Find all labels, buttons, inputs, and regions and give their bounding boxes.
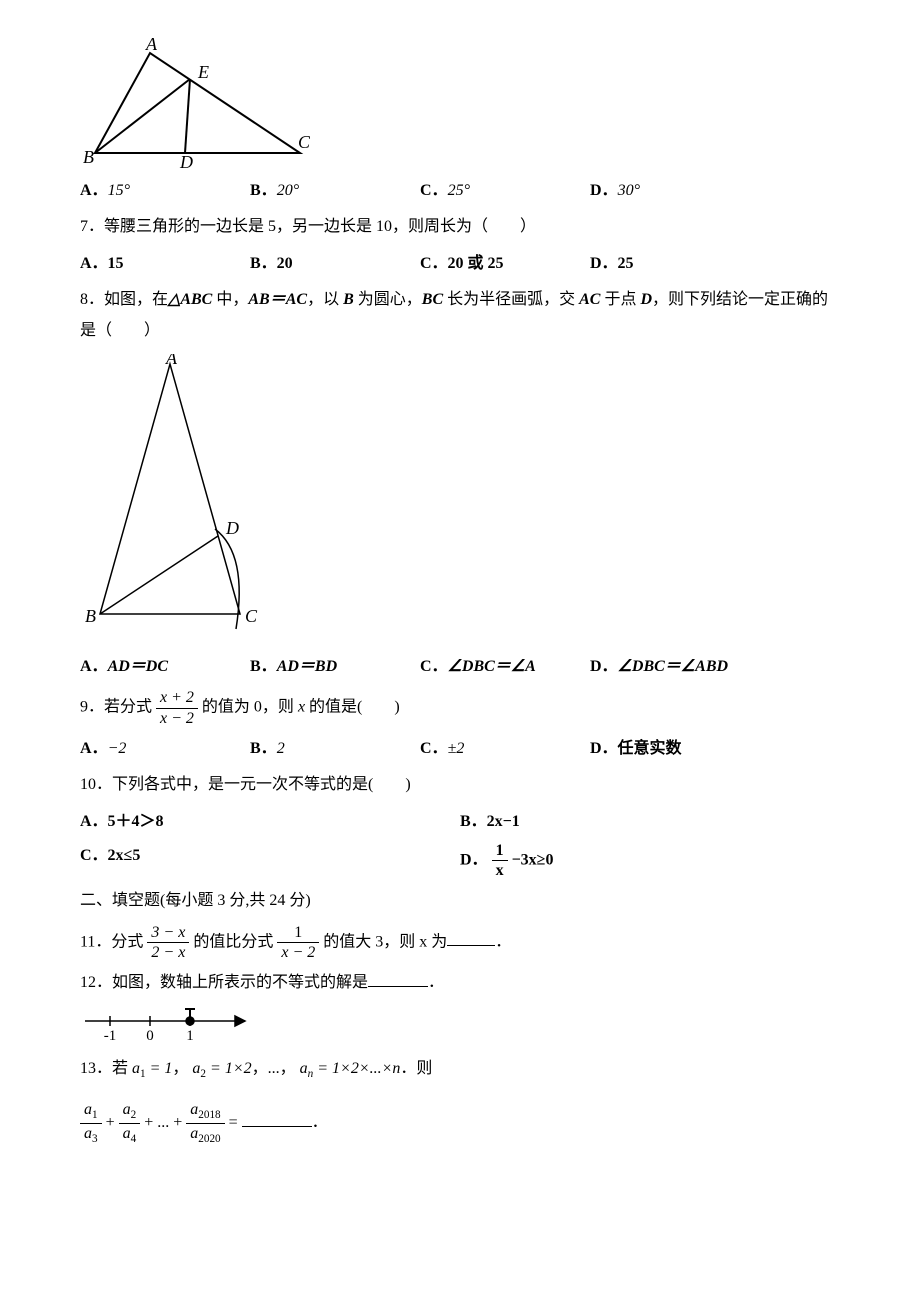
q7-opt-A: A．15 xyxy=(80,249,250,279)
q6-label-D: D xyxy=(179,152,193,168)
q9-opt-C: C．±2 xyxy=(420,734,590,764)
q10-opt-B: B．2x−1 xyxy=(460,807,840,837)
q9-fraction: x + 2 x − 2 xyxy=(156,688,198,727)
q12-tick-m1: -1 xyxy=(104,1028,117,1044)
q13-stem-line2: a1 a3 + a2 a4 + ... + a2018 a2020 = ． xyxy=(80,1100,840,1146)
q9-options: A．−2 B．2 C．±2 D．任意实数 xyxy=(80,734,840,764)
q11-fraction-1: 3 − x 2 − x xyxy=(147,923,189,962)
q8-opt-C: C．∠DBC＝∠A xyxy=(420,652,590,682)
q6-label-E: E xyxy=(197,62,209,82)
q12-tick-0: 0 xyxy=(146,1028,154,1044)
q7-options: A．15 B．20 C．20 或 25 D．25 xyxy=(80,249,840,279)
q12-number-line: -1 0 1 xyxy=(80,1006,260,1046)
q11-blank xyxy=(447,929,495,946)
q12-stem: 12．如图，数轴上所表示的不等式的解是． xyxy=(80,968,840,998)
q8-label-D: D xyxy=(225,518,239,538)
q6-opt-D: D．30° xyxy=(590,176,760,206)
q6-label-A: A xyxy=(145,38,158,54)
q6-opt-A: A．15° xyxy=(80,176,250,206)
q6-label-B: B xyxy=(83,147,94,167)
q9-opt-B: B．2 xyxy=(250,734,420,764)
q8-label-A: A xyxy=(165,354,178,368)
q13-frac-2: a2 a4 xyxy=(119,1100,141,1146)
q6-opt-B: B．20° xyxy=(250,176,420,206)
q13-stem-line1: 13．若 a1 = 1， a2 = 1×2，...， an = 1×2×...×… xyxy=(80,1054,840,1085)
q12-blank xyxy=(368,970,428,987)
q7-opt-C: C．20 或 25 xyxy=(420,249,590,279)
section2-header: 二、填空题(每小题 3 分,共 24 分) xyxy=(80,886,840,916)
q11-fraction-2: 1 x − 2 xyxy=(277,923,319,962)
q10-stem: 10．下列各式中，是一元一次不等式的是( ) xyxy=(80,770,840,800)
q7-stem: 7．等腰三角形的一边长是 5，另一边长是 10，则周长为（ ） xyxy=(80,212,840,242)
q8-label-C: C xyxy=(245,606,258,626)
q10-options-row2: C．2x≤5 D． 1 x −3x≥0 xyxy=(80,841,840,880)
q13-frac-1: a1 a3 xyxy=(80,1100,102,1146)
q9-stem: 9．若分式 x + 2 x − 2 的值为 0，则 x 的值是( ) xyxy=(80,688,840,727)
q6-label-C: C xyxy=(298,132,310,152)
q8-options: A．AD＝DC B．AD＝BD C．∠DBC＝∠A D．∠DBC＝∠ABD xyxy=(80,652,840,682)
q8-stem: 8．如图，在△ABC 中，AB＝AC，以 B 为圆心，BC 长为半径画弧，交 A… xyxy=(80,285,840,346)
q8-opt-D: D．∠DBC＝∠ABD xyxy=(590,652,790,682)
q8-triangle-figure: A B C D xyxy=(80,354,280,644)
q10-opt-C: C．2x≤5 xyxy=(80,841,460,880)
q10-opt-A: A．5＋4＞8 xyxy=(80,807,460,837)
q6-options: A．15° B．20° C．25° D．30° xyxy=(80,176,840,206)
q11-stem: 11．分式 3 − x 2 − x 的值比分式 1 x − 2 的值大 3，则 … xyxy=(80,923,840,962)
q7-opt-B: B．20 xyxy=(250,249,420,279)
q8-opt-A: A．AD＝DC xyxy=(80,652,250,682)
q8-opt-B: B．AD＝BD xyxy=(250,652,420,682)
q13-blank xyxy=(242,1110,312,1127)
q10-D-fraction: 1 x xyxy=(492,841,508,880)
q8-label-B: B xyxy=(85,606,96,626)
q10-opt-D: D． 1 x −3x≥0 xyxy=(460,841,840,880)
q6-triangle-figure: A E B D C xyxy=(80,38,310,168)
q10-options-row1: A．5＋4＞8 B．2x−1 xyxy=(80,807,840,837)
q9-opt-A: A．−2 xyxy=(80,734,250,764)
q12-tick-1: 1 xyxy=(186,1028,194,1044)
q7-opt-D: D．25 xyxy=(590,249,760,279)
q13-frac-3: a2018 a2020 xyxy=(186,1100,224,1146)
q6-opt-C: C．25° xyxy=(420,176,590,206)
q9-opt-D: D．任意实数 xyxy=(590,734,760,764)
